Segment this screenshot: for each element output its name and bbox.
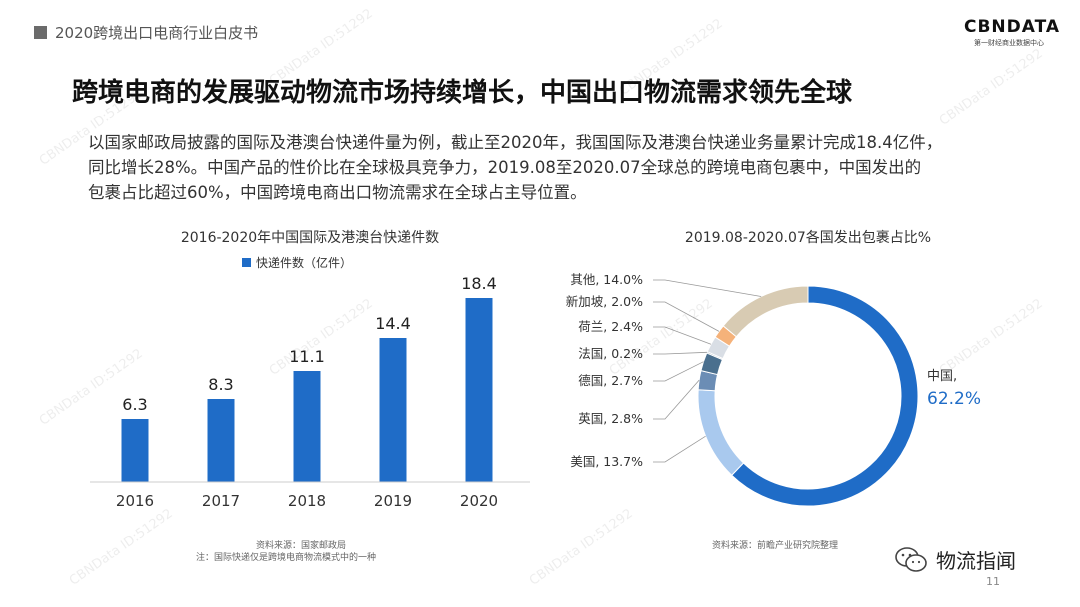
- leader-line: [653, 351, 708, 355]
- intro-paragraph: 以国家邮政局披露的国际及港澳台快递件量为例，截止至2020年，我国国际及港澳台快…: [88, 130, 1028, 205]
- source-right: 资料来源：前瞻产业研究院整理: [712, 541, 839, 551]
- leader-line: [653, 279, 762, 297]
- leader-line: [653, 379, 700, 420]
- slice-label: 英国, 2.8%: [578, 411, 643, 426]
- bar-value-label: 18.4: [461, 274, 497, 293]
- donut-slice: [722, 285, 809, 338]
- bar-value-label: 6.3: [122, 395, 147, 414]
- leader-line: [653, 435, 706, 463]
- bar-chart-title: 2016-2020年中国国际及港澳台快递件数: [181, 230, 439, 246]
- donut-chart-title: 2019.08-2020.07各国发出包裹占比%: [685, 230, 931, 246]
- slice-label: 德国, 2.7%: [578, 373, 643, 388]
- bar: [293, 371, 321, 482]
- cbndata-logo: CBNDATA 第一财经商业数据中心: [964, 17, 1061, 48]
- slice-label: 美国, 13.7%: [570, 454, 643, 469]
- wechat-label: 物流指闻: [936, 549, 1016, 573]
- wechat-icon: [895, 546, 927, 572]
- report-header: 2020跨境出口电商行业白皮书: [34, 22, 258, 43]
- source-left-line: 资料来源：国家邮政局: [256, 541, 347, 551]
- bar: [465, 298, 493, 482]
- slice-labels: 美国, 13.7% 英国, 2.8% 德国, 2.7% 法国, 0.2% 荷兰, 2.4…: [566, 272, 762, 469]
- donut-chart: 2019.08-2020.07各国发出包裹占比% 美国, 13.7% 英国, 2.…: [566, 230, 981, 507]
- x-tick-label: 2016: [116, 492, 154, 510]
- slice-label: 新加坡, 2.0%: [566, 294, 643, 309]
- leader-line: [653, 361, 704, 382]
- slice-label: 法国, 0.2%: [578, 346, 643, 361]
- legend-swatch: [242, 258, 251, 267]
- source-left-note: 注：国际快递仅是跨境电商物流模式中的一种: [196, 553, 377, 563]
- x-tick-label: 2017: [202, 492, 240, 510]
- x-tick-label: 2019: [374, 492, 412, 510]
- bar-value-label: 11.1: [289, 347, 325, 366]
- page-title: 跨境电商的发展驱动物流市场持续增长，中国出口物流需求领先全球: [72, 78, 853, 108]
- logo-main-text: CBNDATA: [964, 17, 1061, 37]
- leader-line: [653, 301, 720, 332]
- paragraph-line: 以国家邮政局披露的国际及港澳台快递件量为例，截止至2020年，我国国际及港澳台快…: [88, 133, 943, 152]
- bar: [207, 399, 235, 482]
- china-label: 中国,: [927, 369, 957, 384]
- header-square-icon: [34, 26, 47, 39]
- donut-slice: [730, 285, 919, 507]
- paragraph-line: 包裹占比超过60%，中国跨境电商出口物流需求在全球占主导位置。: [88, 183, 587, 202]
- donut-slice: [697, 389, 745, 476]
- paragraph-line: 同比增长28%。中国产品的性价比在全球极具竞争力，2019.08至2020.07…: [88, 158, 922, 177]
- bar-chart: 2016-2020年中国国际及港澳台快递件数 快递件数（亿件） 6.3 2016 8…: [90, 230, 530, 510]
- china-value: 62.2%: [927, 389, 981, 409]
- logo-sub-text: 第一财经商业数据中心: [974, 39, 1044, 47]
- slices-group: [697, 285, 919, 507]
- slice-label: 其他, 14.0%: [570, 272, 643, 287]
- wechat-mark: 物流指闻: [894, 545, 1016, 574]
- page-number: 11: [986, 575, 1000, 588]
- x-tick-label: 2020: [460, 492, 498, 510]
- bar-value-label: 8.3: [208, 375, 233, 394]
- bar: [379, 338, 407, 482]
- watermark: CBNData ID:51292: [936, 46, 1046, 129]
- bar: [121, 419, 149, 482]
- legend-label: 快递件数（亿件）: [256, 255, 352, 270]
- bars-group: 6.3 2016 8.3 2017 11.1 2018 14.4 2019 18.4 2020: [116, 274, 498, 510]
- x-tick-label: 2018: [288, 492, 326, 510]
- leader-line: [653, 326, 712, 345]
- slice-label: 荷兰, 2.4%: [578, 319, 643, 334]
- report-header-label: 2020跨境出口电商行业白皮书: [55, 24, 259, 42]
- source-left: 资料来源：国家邮政局 注：国际快递仅是跨境电商物流模式中的一种: [196, 540, 376, 564]
- bar-value-label: 14.4: [375, 314, 411, 333]
